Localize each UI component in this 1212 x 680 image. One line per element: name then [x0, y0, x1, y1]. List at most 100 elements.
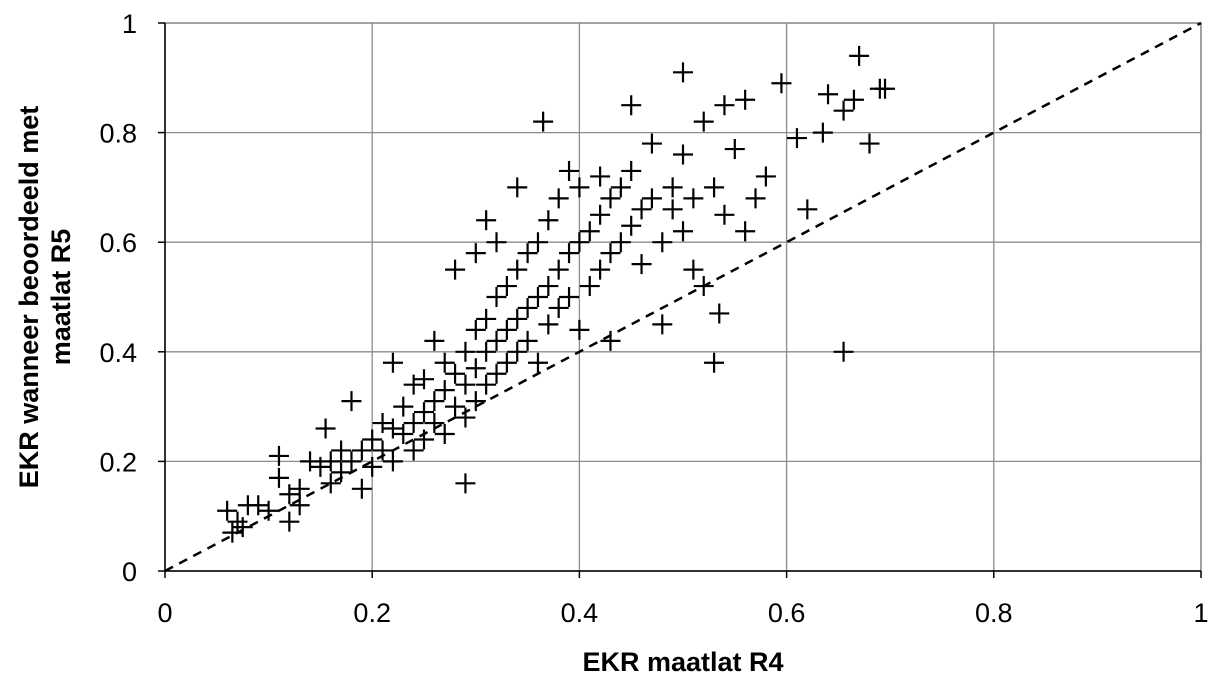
data-point-marker	[875, 78, 896, 99]
data-point-marker	[590, 204, 611, 225]
data-point-marker	[652, 232, 673, 253]
x-tick-label: 0.4	[561, 598, 599, 628]
data-point-marker	[372, 440, 393, 461]
data-point-marker	[579, 221, 600, 242]
data-point-marker	[258, 500, 279, 521]
data-point-marker	[434, 424, 455, 444]
data-point-marker	[548, 188, 569, 209]
data-point-marker	[517, 330, 538, 351]
data-point-marker	[476, 210, 497, 231]
data-point-marker	[227, 511, 248, 532]
data-point-marker	[232, 517, 253, 538]
data-point-marker	[331, 440, 352, 461]
data-point-marker	[434, 380, 455, 401]
data-point-marker	[538, 314, 559, 335]
data-point-marker	[631, 199, 652, 220]
data-point-marker	[268, 445, 289, 466]
x-axis-tick-labels: 0 0.2 0.4 0.6 0.8 1	[157, 598, 1208, 628]
data-point-marker	[496, 352, 517, 373]
data-point-marker	[859, 133, 880, 154]
data-point-marker	[610, 177, 631, 198]
data-point-marker	[476, 374, 497, 395]
data-point-marker	[693, 111, 714, 132]
y-axis-tick-labels: 0 0.2 0.4 0.6 0.8 1	[99, 9, 137, 587]
data-point-marker	[331, 462, 352, 483]
x-tick-label: 0.6	[768, 598, 806, 628]
data-point-marker	[735, 221, 756, 242]
data-point-marker	[559, 160, 580, 181]
data-point-marker	[362, 456, 383, 477]
data-point-marker	[268, 467, 289, 488]
data-point-marker	[735, 89, 756, 110]
reference-line-diagonal	[164, 21, 1202, 573]
data-point-marker	[424, 330, 445, 351]
data-point-marker	[455, 374, 476, 395]
y-tick-label: 0.6	[99, 228, 137, 258]
axes	[158, 22, 1202, 578]
data-point-marker	[621, 160, 642, 181]
data-point-marker	[538, 276, 559, 297]
data-point-marker	[683, 188, 704, 209]
data-point-marker	[673, 62, 693, 83]
data-point-marker	[600, 243, 621, 264]
data-points	[217, 45, 896, 543]
data-point-marker	[279, 511, 300, 532]
data-point-marker	[527, 287, 548, 307]
data-point-marker	[724, 139, 745, 160]
data-point-marker	[600, 330, 621, 351]
data-point-marker	[424, 413, 445, 434]
data-point-marker	[771, 73, 792, 94]
data-point-marker	[673, 221, 693, 242]
data-point-marker	[445, 363, 466, 384]
data-point-marker	[833, 341, 854, 362]
data-point-marker	[621, 95, 642, 116]
data-point-marker	[709, 303, 730, 324]
data-point-marker	[496, 319, 517, 340]
data-point-marker	[704, 352, 725, 373]
data-point-marker	[300, 451, 321, 472]
data-point-marker	[289, 495, 310, 516]
data-point-marker	[641, 133, 662, 154]
data-point-marker	[745, 188, 766, 209]
data-point-marker	[833, 100, 854, 121]
data-point-marker	[341, 451, 362, 472]
data-point-marker	[445, 396, 466, 417]
y-tick-label: 0.2	[99, 447, 137, 477]
data-point-marker	[362, 429, 383, 450]
data-point-marker	[403, 413, 424, 434]
data-point-marker	[527, 352, 548, 373]
data-point-marker	[569, 319, 590, 340]
data-point-marker	[486, 232, 507, 253]
data-point-marker	[559, 243, 580, 264]
data-point-marker	[455, 407, 476, 428]
data-point-marker	[393, 424, 414, 444]
data-point-marker	[434, 352, 455, 373]
data-point-marker	[217, 500, 238, 521]
data-point-marker	[341, 391, 362, 412]
y-axis-label-line: maatlat R5	[46, 229, 76, 366]
y-tick-label: 0.8	[99, 119, 137, 149]
data-point-marker	[673, 144, 693, 165]
data-point-marker	[849, 45, 870, 66]
data-point-marker	[445, 259, 466, 280]
data-point-marker	[812, 122, 833, 143]
data-point-marker	[818, 84, 839, 105]
data-point-marker	[279, 484, 300, 505]
data-point-marker	[351, 440, 372, 461]
data-point-marker	[559, 287, 580, 307]
data-point-marker	[465, 358, 486, 379]
data-point-marker	[465, 319, 486, 340]
data-point-marker	[662, 199, 683, 220]
data-point-marker	[382, 352, 403, 373]
data-point-marker	[600, 188, 621, 209]
y-tick-label: 0	[122, 557, 137, 587]
data-point-marker	[486, 287, 507, 307]
data-point-marker	[414, 429, 434, 450]
data-point-marker	[631, 254, 652, 275]
data-point-marker	[610, 232, 631, 253]
data-point-marker	[517, 243, 538, 264]
data-point-marker	[641, 188, 662, 209]
data-point-marker	[797, 199, 818, 220]
data-point-marker	[476, 308, 497, 329]
